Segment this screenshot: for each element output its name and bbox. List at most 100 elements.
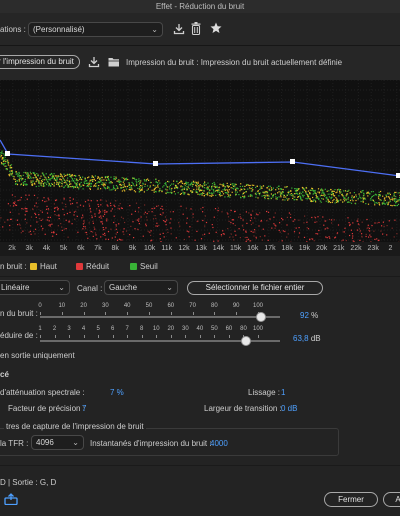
reduced-point xyxy=(349,223,351,225)
spectrum-point xyxy=(143,191,145,193)
spectrum-point xyxy=(228,189,230,191)
reduced-point xyxy=(331,222,333,224)
spectrum-point xyxy=(343,200,346,202)
reduced-point xyxy=(380,230,382,232)
reduced-point xyxy=(92,222,94,224)
reduced-point xyxy=(107,231,110,233)
channel-dropdown[interactable]: Gauche ⌄ xyxy=(104,280,178,295)
spectrum-point xyxy=(134,178,136,180)
spectrum-point xyxy=(47,176,49,178)
frequency-tick-label: 17k xyxy=(264,245,276,252)
reduced-point xyxy=(54,207,56,209)
reduced-point xyxy=(82,214,84,216)
spectrum-point xyxy=(331,191,333,193)
scale-tick xyxy=(228,335,230,338)
reduced-point xyxy=(51,231,53,233)
spectral-decay-value[interactable]: 7 % xyxy=(110,388,124,397)
reduced-point xyxy=(91,216,93,218)
capture-noise-print-button[interactable]: r l'impression du bruit xyxy=(0,55,80,69)
apply-button[interactable]: A xyxy=(383,492,400,507)
reduced-point xyxy=(102,210,104,212)
spectrum-point xyxy=(59,182,61,184)
spectrum-point xyxy=(213,185,215,187)
reduced-point xyxy=(298,232,301,234)
reduced-point xyxy=(104,232,106,234)
select-entire-file-button[interactable]: Sélectionner le fichier entier xyxy=(187,281,323,295)
spectrum-point xyxy=(79,178,81,180)
save-preset-icon[interactable] xyxy=(173,23,185,37)
spectrum-point xyxy=(283,196,285,198)
spectrum-point xyxy=(316,196,318,198)
reduce-by-knob[interactable] xyxy=(241,336,252,346)
spectrum-point xyxy=(363,192,365,194)
reduced-point xyxy=(342,231,344,233)
fft-size-dropdown[interactable]: 4096 ⌄ xyxy=(31,435,84,450)
spectrum-point xyxy=(155,178,157,181)
reduced-point xyxy=(370,241,372,242)
spectrum-point xyxy=(30,173,32,175)
spectrum-point xyxy=(89,185,91,187)
output-noise-only-checkbox[interactable]: en sortie uniquement xyxy=(0,351,75,360)
spectrum-point xyxy=(371,196,373,198)
spectrum-point xyxy=(166,186,168,188)
preset-value: (Personnalisé) xyxy=(33,25,85,34)
spectrum-point xyxy=(42,185,44,187)
reduced-point xyxy=(9,229,11,231)
reduced-point xyxy=(14,204,17,206)
noise-spectrum-graph[interactable] xyxy=(0,80,400,242)
open-folder-icon[interactable] xyxy=(108,57,120,69)
spectrum-point xyxy=(242,192,244,194)
spectrum-point xyxy=(288,190,290,192)
precision-value[interactable]: 7 xyxy=(82,404,87,413)
spectrum-point xyxy=(0,154,2,156)
snapshots-value[interactable]: 4000 xyxy=(210,439,228,448)
reduced-point xyxy=(46,205,48,207)
reduced-point xyxy=(286,216,288,218)
reduce-by-track[interactable] xyxy=(40,340,280,342)
close-button[interactable]: Fermer xyxy=(324,492,378,507)
reduced-point xyxy=(253,235,255,237)
favorite-star-icon[interactable] xyxy=(210,22,222,36)
spectrum-point xyxy=(192,190,194,192)
reduced-point xyxy=(115,228,117,230)
noise-reduction-knob[interactable] xyxy=(255,312,266,322)
spectrum-point xyxy=(58,181,60,183)
spectrum-point xyxy=(44,177,46,179)
noise-reduction-value[interactable]: 92 % xyxy=(300,311,318,320)
spectrum-point xyxy=(235,194,237,196)
spectrum-point xyxy=(184,185,186,187)
delete-preset-icon[interactable] xyxy=(191,22,201,37)
spectrum-point xyxy=(185,181,187,183)
reduce-by-scale: 1 2 3 4 5 6 7 8 10 20 30 40 50 60 80 100 xyxy=(38,326,280,338)
spectrum-point xyxy=(35,176,37,179)
preset-dropdown[interactable]: (Personnalisé) ⌄ xyxy=(28,22,163,37)
reduced-point xyxy=(356,229,358,231)
noise-reduction-track[interactable] xyxy=(40,316,280,318)
scale-tick-label: 0 xyxy=(38,303,42,309)
reduced-point xyxy=(353,241,355,242)
spectrum-point xyxy=(36,180,38,182)
save-noise-print-icon[interactable] xyxy=(88,56,100,70)
spectrum-point xyxy=(4,165,6,167)
reduced-point xyxy=(281,240,283,242)
scale-dropdown[interactable]: Linéaire ⌄ xyxy=(0,280,70,295)
spectrum-point xyxy=(27,172,29,174)
reduce-by-value[interactable]: 63,8 dB xyxy=(293,334,321,343)
reduced-point xyxy=(111,208,113,210)
spectrum-point xyxy=(35,176,37,178)
transition-width-value[interactable]: 0 dB xyxy=(281,404,298,413)
spectrum-point xyxy=(205,187,207,189)
smoothing-value[interactable]: 1 xyxy=(281,388,286,397)
reduced-point xyxy=(92,231,94,233)
spectrum-point xyxy=(217,191,219,193)
spectrum-point xyxy=(244,196,246,198)
export-icon[interactable] xyxy=(4,493,18,507)
reduced-point xyxy=(79,204,82,206)
spectrum-point xyxy=(107,178,110,180)
spectrum-point xyxy=(291,187,293,189)
spectrum-point xyxy=(227,186,229,188)
spectrum-point xyxy=(332,190,334,192)
spectrum-point xyxy=(277,185,280,187)
spectrum-point xyxy=(53,182,55,184)
spectrum-point xyxy=(395,201,397,203)
